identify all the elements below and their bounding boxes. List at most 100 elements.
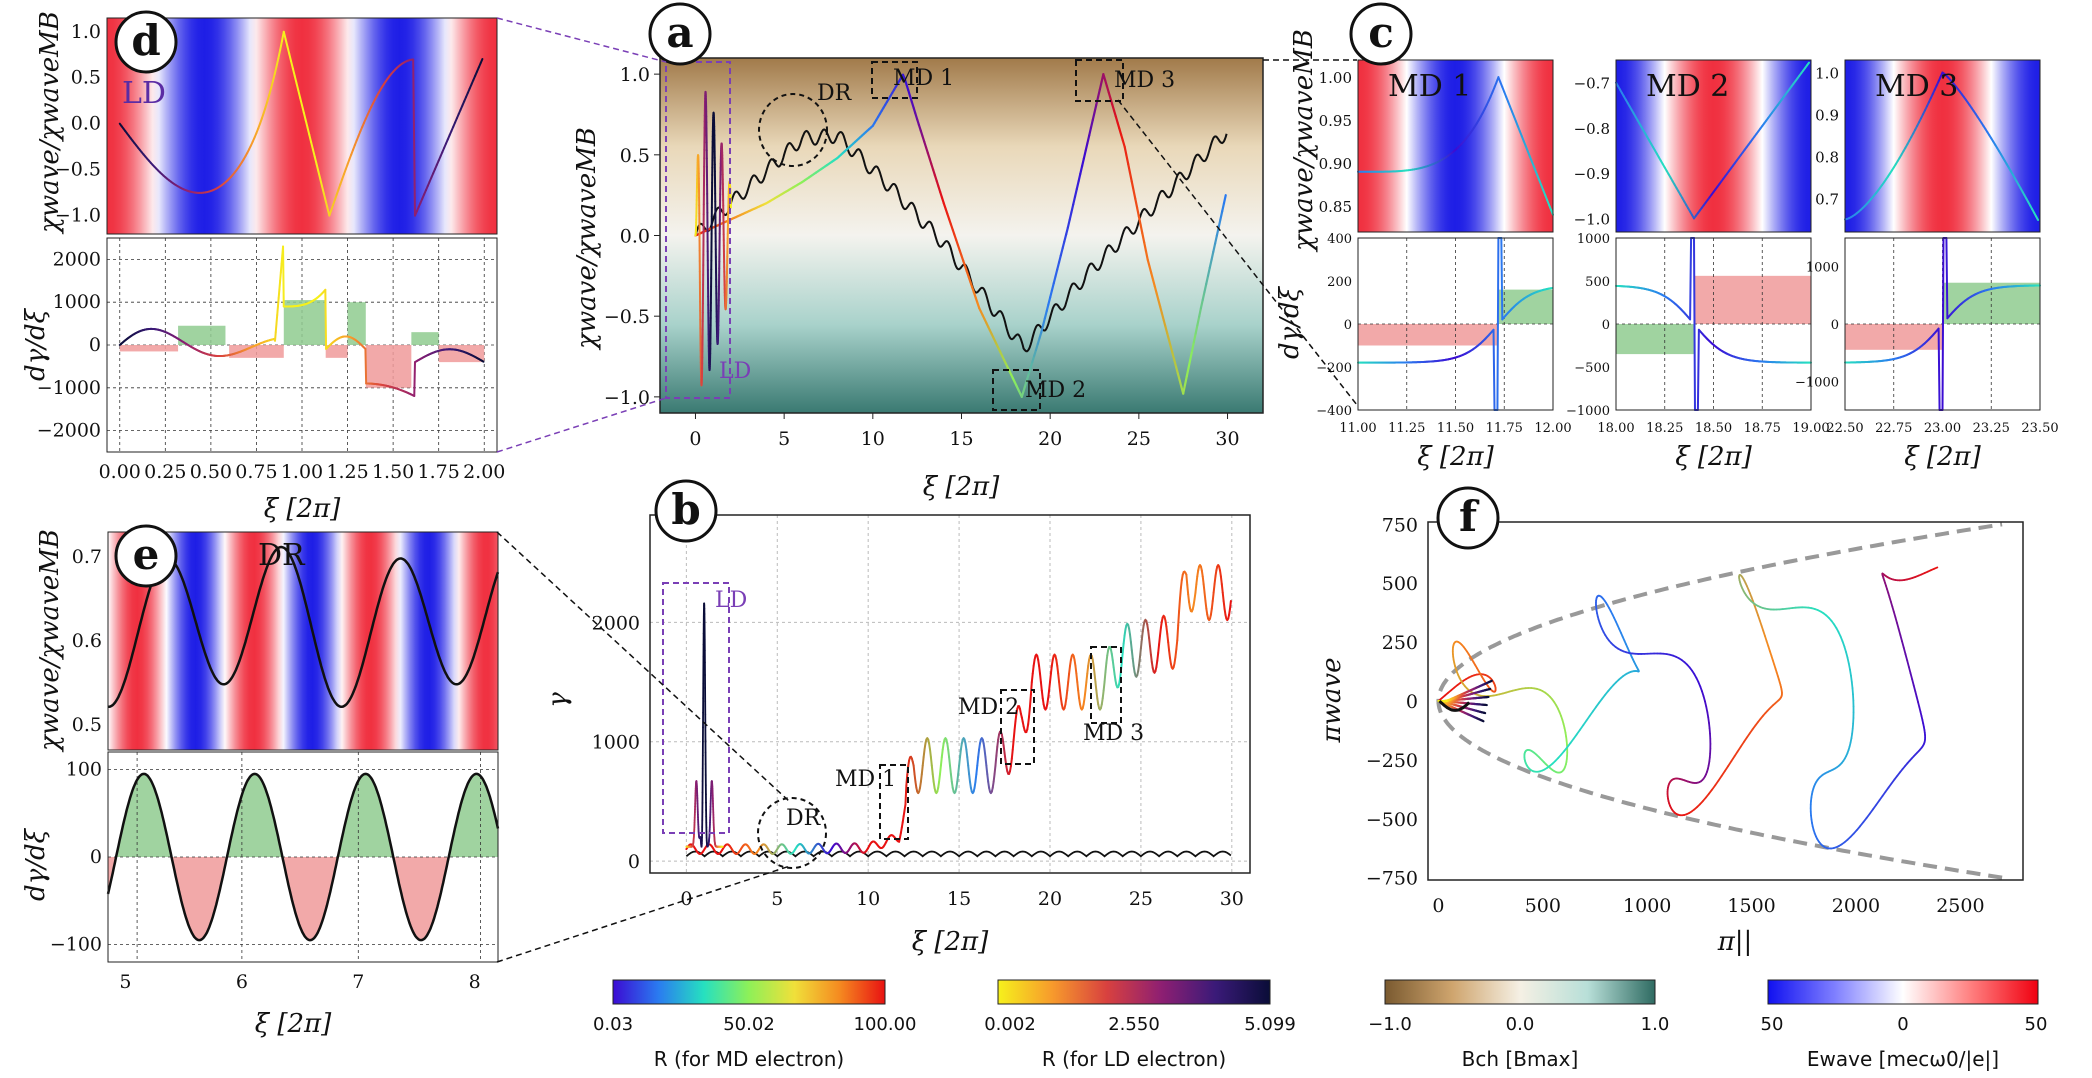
colorbar-md-tick-min: 0.03	[593, 1014, 633, 1035]
md-electron-gamma-line-segment	[1193, 591, 1197, 601]
panel-d-chi-line-segment	[322, 192, 327, 202]
panel-d-x-tick-label: 1.25	[326, 461, 368, 483]
panel-f-md-trajectory	[1437, 566, 1939, 850]
md-electron-gamma-line-segment	[1002, 744, 1006, 754]
md-electron-gamma-line-segment	[1212, 583, 1216, 594]
md-electron-gamma-line-segment	[1223, 607, 1227, 616]
panel-c-x-tick-label: 22.75	[1875, 421, 1912, 436]
panel-c-top-y-tick-label: −1.0	[1574, 210, 1610, 228]
md-electron-gamma-line-segment	[1031, 664, 1035, 675]
panel-d-chi-line-segment	[279, 40, 283, 52]
md-electron-line-a-segment	[1199, 298, 1204, 310]
panel-f-md-trajectory-segment	[1579, 724, 1585, 731]
md-electron-gamma-line-segment	[946, 742, 950, 751]
md-electron-gamma-line-segment	[991, 780, 995, 789]
md-electron-gamma-line-segment	[1130, 649, 1134, 660]
panel-d-energy-patch	[347, 302, 366, 345]
md-electron-gamma-line-segment	[1131, 657, 1135, 667]
panel-c-inset-3: MD 3 0.7 0.8 0.9 1.0 −1000 0 1000 22.50 22.75 23.0…	[1795, 59, 2059, 472]
panel-c-bottom-y-tick-label: 200	[1327, 275, 1352, 290]
connector-d-bottom	[496, 397, 667, 453]
md-electron-line-a-segment	[1077, 172, 1082, 183]
panel-c-bottom-y-tick-label: 0	[1831, 318, 1839, 333]
panel-f-md-trajectory-segment	[1717, 775, 1723, 782]
panel-c-chi-line-segment	[2035, 215, 2040, 221]
panel-c-bottom-y-tick-label: 1000	[1806, 261, 1839, 276]
panel-f-md-trajectory-segment	[1878, 795, 1884, 802]
panel-c-bottom-frame	[1615, 237, 1812, 411]
md-electron-line-a-segment	[1160, 312, 1165, 322]
panel-c-bottom-frame	[1357, 237, 1554, 411]
colorbar-ewave-tick-min: 50	[1761, 1014, 1784, 1035]
md-electron-gamma-line-segment	[1091, 658, 1095, 667]
panel-f-md-trajectory-segment	[1912, 684, 1917, 693]
colorbar-ld	[997, 979, 1271, 1005]
md-electron-gamma-line-segment	[939, 764, 942, 776]
md-electron-gamma-line-segment	[1059, 697, 1063, 706]
md-electron-gamma-line-segment	[957, 764, 961, 776]
panel-d-dgamma-line-segment	[275, 314, 279, 325]
md-electron-gamma-line-segment	[1085, 672, 1089, 684]
md-electron-gamma-line-segment	[1055, 658, 1059, 667]
panel-a-x-tick-label: 20	[1038, 428, 1062, 450]
colorbar-md-tick-mid: 50.02	[723, 1014, 775, 1035]
panel-b-badge	[654, 479, 718, 543]
md-electron-line-a-segment	[1043, 310, 1048, 320]
panel-c-bottom-y-tick-label: −500	[1574, 361, 1610, 376]
md-electron-gamma-line-segment	[1011, 739, 1015, 751]
md-electron-line-a-segment	[1059, 247, 1064, 257]
panel-d-chi-line-segment	[277, 49, 282, 60]
md-electron-gamma-line-segment	[1201, 575, 1205, 586]
md-electron-gamma-line-segment	[1176, 624, 1180, 642]
panel-f-md-trajectory-segment	[1868, 808, 1874, 815]
panel-f-x-tick-label: 2500	[1936, 895, 1984, 917]
md-electron-gamma-line-segment	[1121, 642, 1125, 654]
panel-f-md-trajectory-segment	[1733, 750, 1739, 758]
md-electron-line-a-segment	[1219, 210, 1224, 221]
md-electron-gamma-line-segment	[1173, 655, 1177, 665]
panel-a-y-tick-label: −1.0	[604, 387, 650, 409]
panel-b-label: b	[671, 485, 700, 534]
md-electron-gamma-line-segment	[1186, 583, 1190, 596]
panel-d-chi-line-segment	[310, 141, 314, 151]
dr-label-b: DR	[786, 806, 822, 831]
panel-e-top-y-label: χwave/χwaveMB	[35, 529, 65, 753]
panel-d-x-label: ξ [2π]	[264, 494, 341, 524]
md-electron-gamma-line-segment	[928, 742, 931, 751]
md-electron-line-a-segment	[1187, 358, 1192, 370]
md-electron-line-a-segment	[1070, 203, 1075, 214]
panel-a-x-tick-label: 30	[1215, 428, 1239, 450]
md-electron-line-a-segment	[1167, 338, 1172, 348]
panel-c-bottom-y-tick-label: −1000	[1566, 404, 1610, 419]
md-electron-line-a-segment	[1089, 119, 1094, 129]
md3-label-a: MD 3	[1114, 68, 1175, 93]
colorbars: 0.03 50.02 100.00 R (for MD electron) 0.…	[593, 979, 2047, 1071]
ld-box-a	[665, 61, 731, 399]
dr-electron-line-a	[694, 128, 1228, 353]
md-electron-gamma-line-segment	[966, 756, 970, 767]
panel-d-chi-line-segment	[313, 155, 318, 166]
md-electron-gamma-line-segment	[947, 748, 951, 759]
md-electron-gamma-line-segment	[1175, 639, 1179, 650]
md3-box-b	[1090, 646, 1122, 724]
panel-c-x-tick-label: 11.50	[1437, 421, 1474, 436]
md-electron-line-a-segment	[1075, 180, 1080, 191]
panel-c-inset-1: MD 1 0.85 0.90 0.95 1.00 −400 −200 0 200 400 11.00…	[1316, 59, 1572, 472]
md-electron-line-a-segment	[1194, 324, 1199, 335]
md-electron-line-a-segment	[1134, 197, 1139, 209]
panel-f-md-trajectory-segment	[1914, 690, 1918, 698]
panel-c-dgamma-line-segment	[1696, 328, 1700, 411]
md-electron-gamma-line-segment	[993, 764, 997, 776]
panel-c-bottom-y-label: dγ/dξ	[1275, 285, 1305, 359]
panel-c-dgamma-line-segment	[1496, 237, 1500, 411]
panel-b-background	[650, 515, 1250, 873]
md-electron-line-a-segment	[1146, 258, 1151, 268]
md-electron-gamma-line-segment	[1057, 672, 1061, 684]
md-electron-gamma-line-segment	[921, 756, 925, 767]
panel-a-y-tick-label: 0.5	[620, 145, 650, 167]
colorbar-bch-tick-min: −1.0	[1368, 1014, 1412, 1035]
panel-e-label: e	[133, 530, 160, 579]
panel-d-title: LD	[122, 76, 166, 111]
md-electron-gamma-line-segment	[1027, 715, 1031, 726]
md-electron-gamma-line-segment	[956, 773, 960, 783]
